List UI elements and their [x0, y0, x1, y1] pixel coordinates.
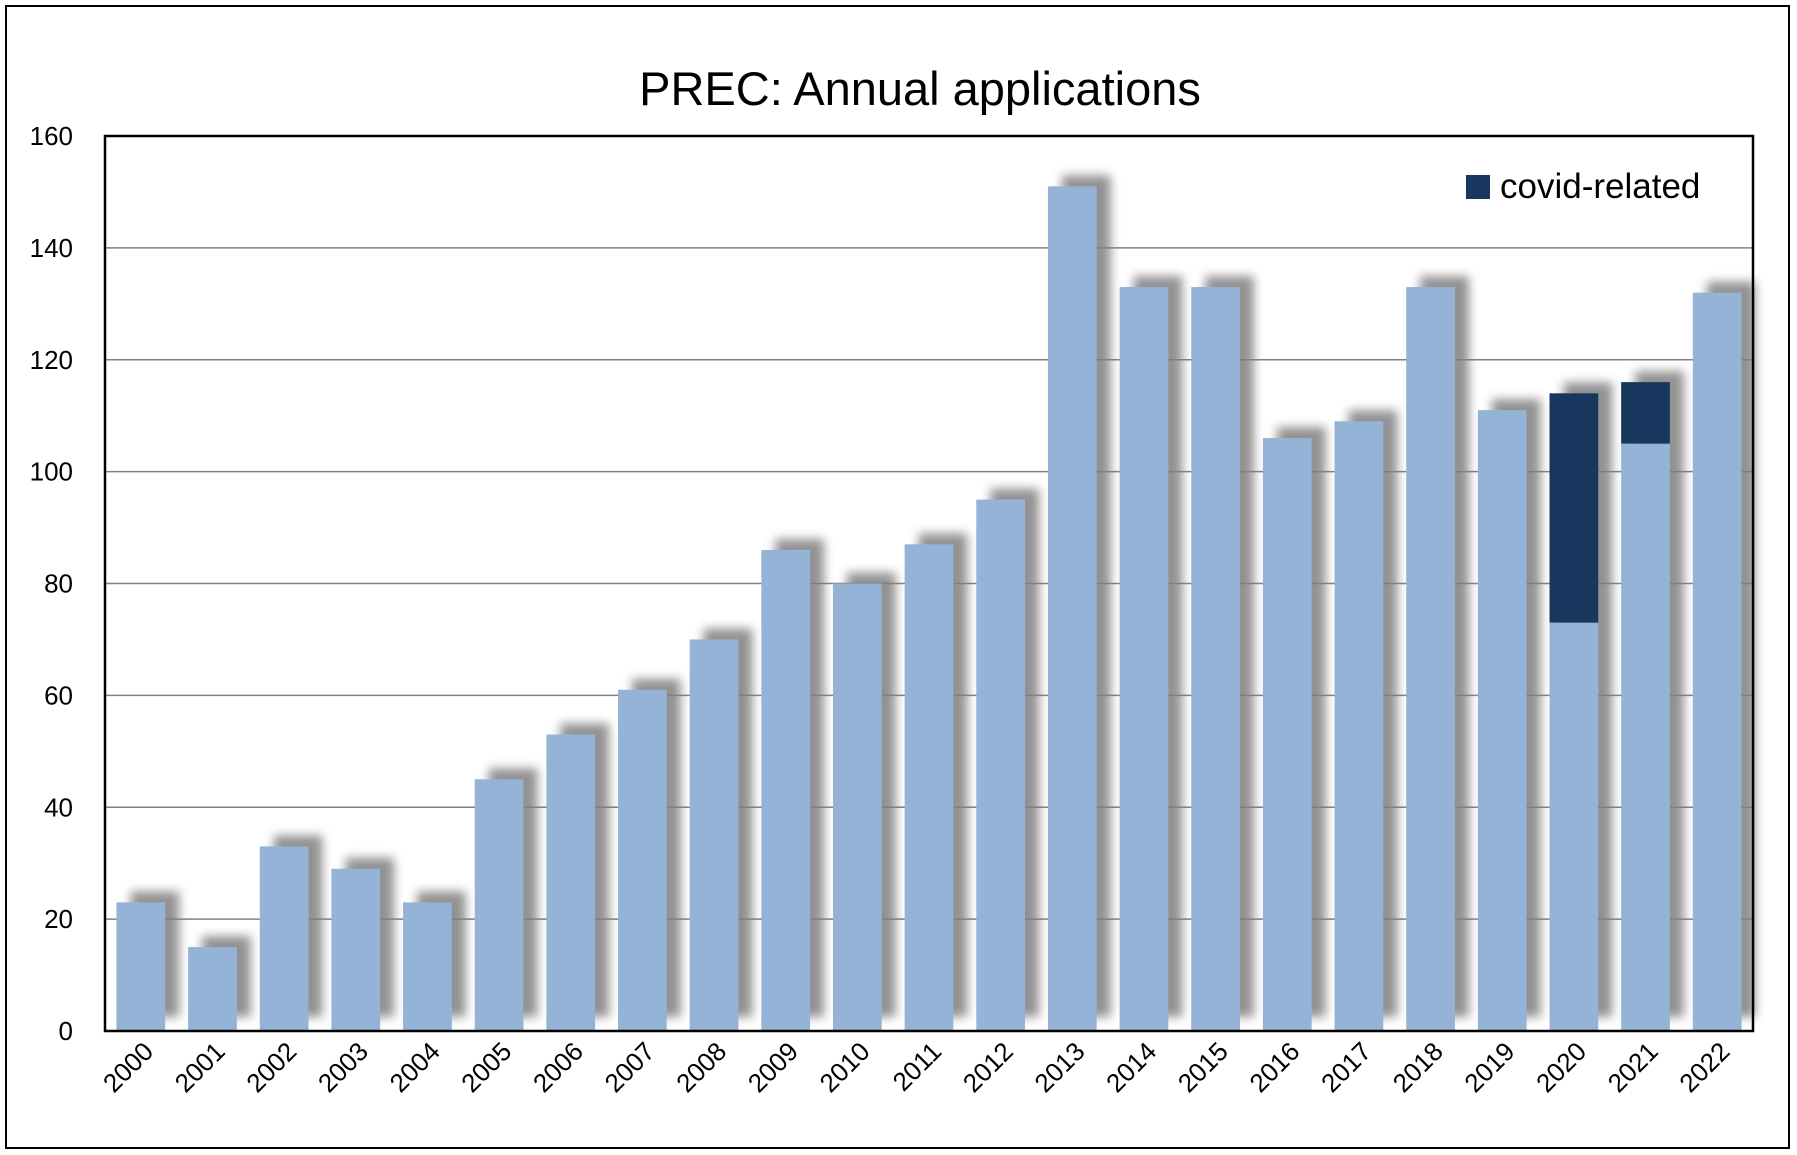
x-tick-label-2006: 2006	[527, 1036, 589, 1098]
bar-2012	[976, 499, 1026, 1031]
bar-2006	[546, 734, 596, 1031]
x-tick-label-2013: 2013	[1028, 1036, 1090, 1098]
y-tick-label-100: 100	[30, 457, 73, 487]
y-tick-label-160: 160	[30, 121, 73, 151]
bar-2003	[331, 868, 381, 1031]
x-tick-label-2000: 2000	[97, 1036, 159, 1098]
x-tick-label-2018: 2018	[1387, 1036, 1449, 1098]
bar-covid-related-2020	[1549, 393, 1599, 623]
x-tick-label-2004: 2004	[384, 1036, 446, 1098]
bar-2019	[1477, 410, 1527, 1031]
x-tick-label-2005: 2005	[455, 1036, 517, 1098]
x-tick-label-2012: 2012	[957, 1036, 1019, 1098]
x-tick-label-2001: 2001	[169, 1036, 231, 1098]
x-tick-label-2015: 2015	[1172, 1036, 1234, 1098]
bar-2001	[188, 947, 237, 1031]
bar-2017	[1334, 421, 1384, 1031]
bar-2007	[618, 689, 667, 1031]
bar-2022	[1692, 292, 1742, 1031]
y-tick-label-80: 80	[44, 569, 73, 599]
bar-2000	[116, 902, 166, 1031]
bar-2020	[1549, 622, 1599, 1031]
x-tick-label-2020: 2020	[1530, 1036, 1592, 1098]
y-tick-label-20: 20	[44, 904, 73, 934]
chart-title: PREC: Annual applications	[639, 62, 1201, 115]
bar-2002	[259, 846, 309, 1031]
y-tick-label-60: 60	[44, 680, 73, 710]
x-tick-label-2014: 2014	[1100, 1036, 1162, 1098]
bar-2009	[761, 549, 811, 1031]
bar-2015	[1191, 287, 1240, 1031]
x-tick-label-2010: 2010	[813, 1036, 875, 1098]
bar-2010	[832, 583, 882, 1031]
y-axis-tick-labels: 0 20 40 60 80 100 120 140 160	[30, 121, 73, 1046]
bar-2016	[1262, 438, 1312, 1031]
bar-2011	[904, 544, 954, 1031]
y-tick-label-40: 40	[44, 792, 73, 822]
bar-2005	[474, 779, 524, 1031]
x-axis-tick-labels: 2000 2001 2002 2003 2004 2005 2006 2007 2008 2009…	[97, 1036, 1735, 1098]
x-tick-label-2002: 2002	[240, 1036, 302, 1098]
x-tick-label-2011: 2011	[886, 1036, 947, 1097]
bar-2008	[689, 639, 739, 1031]
x-tick-label-2021: 2021	[1602, 1036, 1664, 1098]
bar-2021	[1621, 443, 1670, 1031]
plot-area-border	[103, 134, 1755, 1033]
legend-label-covid-related: covid-related	[1500, 167, 1700, 206]
y-tick-label-120: 120	[30, 345, 73, 375]
y-tick-label-140: 140	[30, 233, 73, 263]
legend-swatch-covid-related	[1466, 175, 1490, 199]
bar-2014	[1119, 287, 1169, 1031]
x-tick-label-2019: 2019	[1458, 1036, 1520, 1098]
legend: covid-related	[1466, 167, 1700, 206]
x-tick-label-2003: 2003	[312, 1036, 374, 1098]
bar-2018	[1406, 287, 1455, 1031]
x-tick-label-2007: 2007	[599, 1036, 661, 1098]
x-tick-label-2022: 2022	[1673, 1036, 1735, 1098]
bar-covid-related-2021	[1621, 382, 1670, 444]
x-tick-label-2008: 2008	[670, 1036, 732, 1098]
x-tick-label-2017: 2017	[1315, 1036, 1377, 1098]
y-tick-label-0: 0	[59, 1016, 73, 1046]
bar-2013	[1047, 186, 1097, 1031]
bars	[116, 186, 1742, 1031]
x-tick-label-2016: 2016	[1243, 1036, 1305, 1098]
x-tick-label-2009: 2009	[742, 1036, 804, 1098]
bar-2004	[403, 902, 452, 1031]
